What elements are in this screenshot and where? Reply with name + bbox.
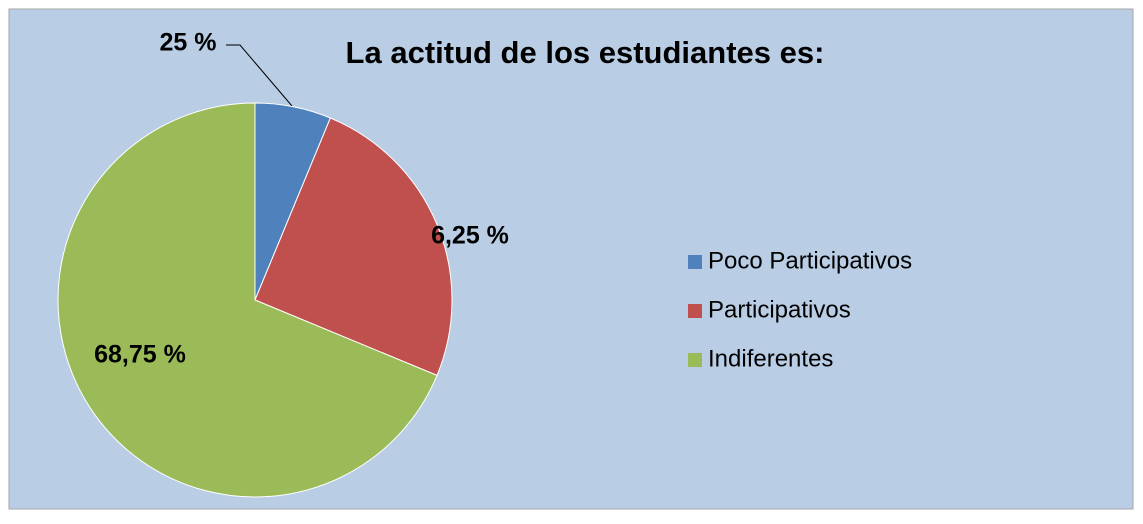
legend-label: Poco Participativos — [708, 247, 912, 274]
pie-slice — [254, 117, 453, 377]
legend-label: Indiferentes — [708, 345, 833, 372]
legend-swatch — [688, 255, 702, 269]
chart-title: La actitud de los estudiantes es: — [346, 35, 825, 70]
legend-swatch — [688, 353, 702, 367]
leader-line — [226, 44, 293, 107]
data-label: 25 % — [160, 29, 217, 57]
data-label: 68,75 % — [94, 341, 186, 369]
pie-slice — [57, 102, 438, 498]
data-label: 6,25 % — [431, 222, 509, 250]
legend-label: Participativos — [708, 296, 851, 323]
legend-swatch — [688, 304, 702, 318]
